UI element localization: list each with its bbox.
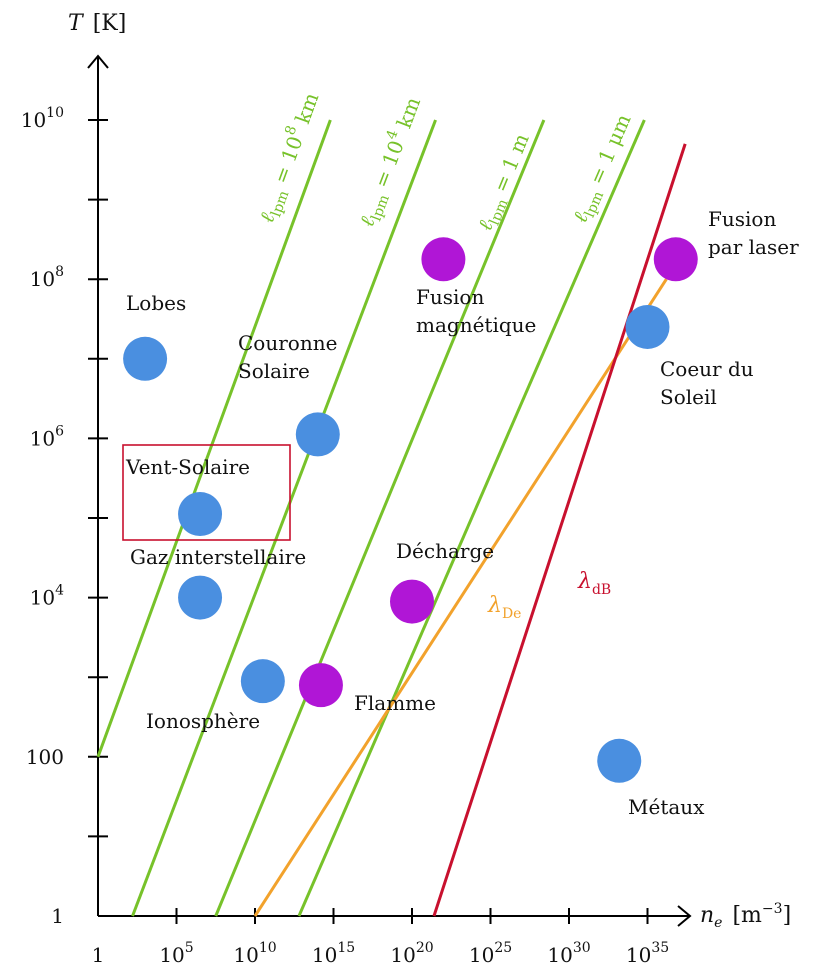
label-gaz-interstellaire: Gaz interstellaire <box>130 545 306 569</box>
iso-lines <box>96 119 687 917</box>
point-decharge <box>390 579 434 624</box>
debye-line-label: λDe <box>487 593 521 622</box>
point-ionosphere <box>240 659 285 704</box>
x-tick-label: 1020 <box>390 940 433 967</box>
data-points <box>123 237 698 783</box>
label-ionosphere: Ionosphère <box>146 709 260 733</box>
label-couronne-solaire: Couronne Solaire <box>238 331 337 383</box>
point-vent-solaire <box>178 492 223 537</box>
x-tick-label: 1 <box>92 943 105 967</box>
y-tick-label: 1 <box>51 904 64 928</box>
point-fusion-par-laser <box>653 237 698 282</box>
point-metaux <box>597 738 642 783</box>
point-flamme <box>298 663 343 708</box>
label-decharge: Décharge <box>396 539 494 563</box>
x-tick-label: 1010 <box>233 940 276 967</box>
label-lobes: Lobes <box>126 291 186 315</box>
iso-line-lpm <box>214 119 546 917</box>
point-labels: Lobes Couronne Solaire Vent-Solaire Gaz inte… <box>125 207 799 819</box>
x-tick-label: 1015 <box>312 940 355 967</box>
y-tick-label: 108 <box>30 264 64 291</box>
x-tick-label: 105 <box>159 940 193 967</box>
point-fusion-magnetique <box>421 237 466 282</box>
iso-line-debye <box>253 278 668 917</box>
y-tick-label: 104 <box>30 583 64 610</box>
label-vent-solaire: Vent-Solaire <box>125 455 250 479</box>
label-fusion-par-laser: Fusion par laser <box>708 207 799 259</box>
x-axis-arrowhead <box>677 905 692 927</box>
iso-line-lpm <box>131 119 437 917</box>
iso-line-lpm <box>96 119 332 758</box>
iso-line-lpm <box>297 119 646 917</box>
x-axis-title: ne [m−3] <box>700 901 791 931</box>
label-flamme: Flamme <box>354 691 436 715</box>
y-axis-title: T [K] <box>68 11 126 36</box>
label-coeur-du-soleil: Coeur du Soleil <box>660 357 754 409</box>
point-gaz-interstellaire <box>178 575 223 620</box>
debroglie-line-label: λdB <box>577 569 611 598</box>
point-coeur-du-soleil <box>625 304 670 349</box>
iso-line-debroglie <box>432 143 687 917</box>
point-couronne-solaire <box>295 412 340 457</box>
x-tick-label: 1035 <box>626 940 669 967</box>
x-tick-label: 1025 <box>469 940 512 967</box>
label-metaux: Métaux <box>628 795 705 819</box>
x-tick-label: 1030 <box>547 940 590 967</box>
y-tick-label: 1010 <box>21 105 64 132</box>
y-tick-label: 100 <box>26 745 64 769</box>
x-ticks: 1 105 1010 1015 1020 1025 1030 1035 <box>92 908 669 967</box>
y-ticks: 1 100 104 106 108 1010 <box>21 105 108 928</box>
y-tick-label: 106 <box>30 423 64 450</box>
lpm-line-label: ℓlpm = 1 μm <box>568 110 640 227</box>
y-axis-arrowhead <box>87 54 109 69</box>
highlight-box <box>122 444 291 541</box>
highlight-box-group <box>122 444 291 541</box>
lpm-line-label: ℓlpm = 104 km <box>351 93 428 231</box>
lpm-line-label: ℓlpm = 1 m <box>472 130 537 236</box>
point-lobes <box>123 336 168 381</box>
label-fusion-magnetique: Fusion magnétique <box>416 285 536 337</box>
